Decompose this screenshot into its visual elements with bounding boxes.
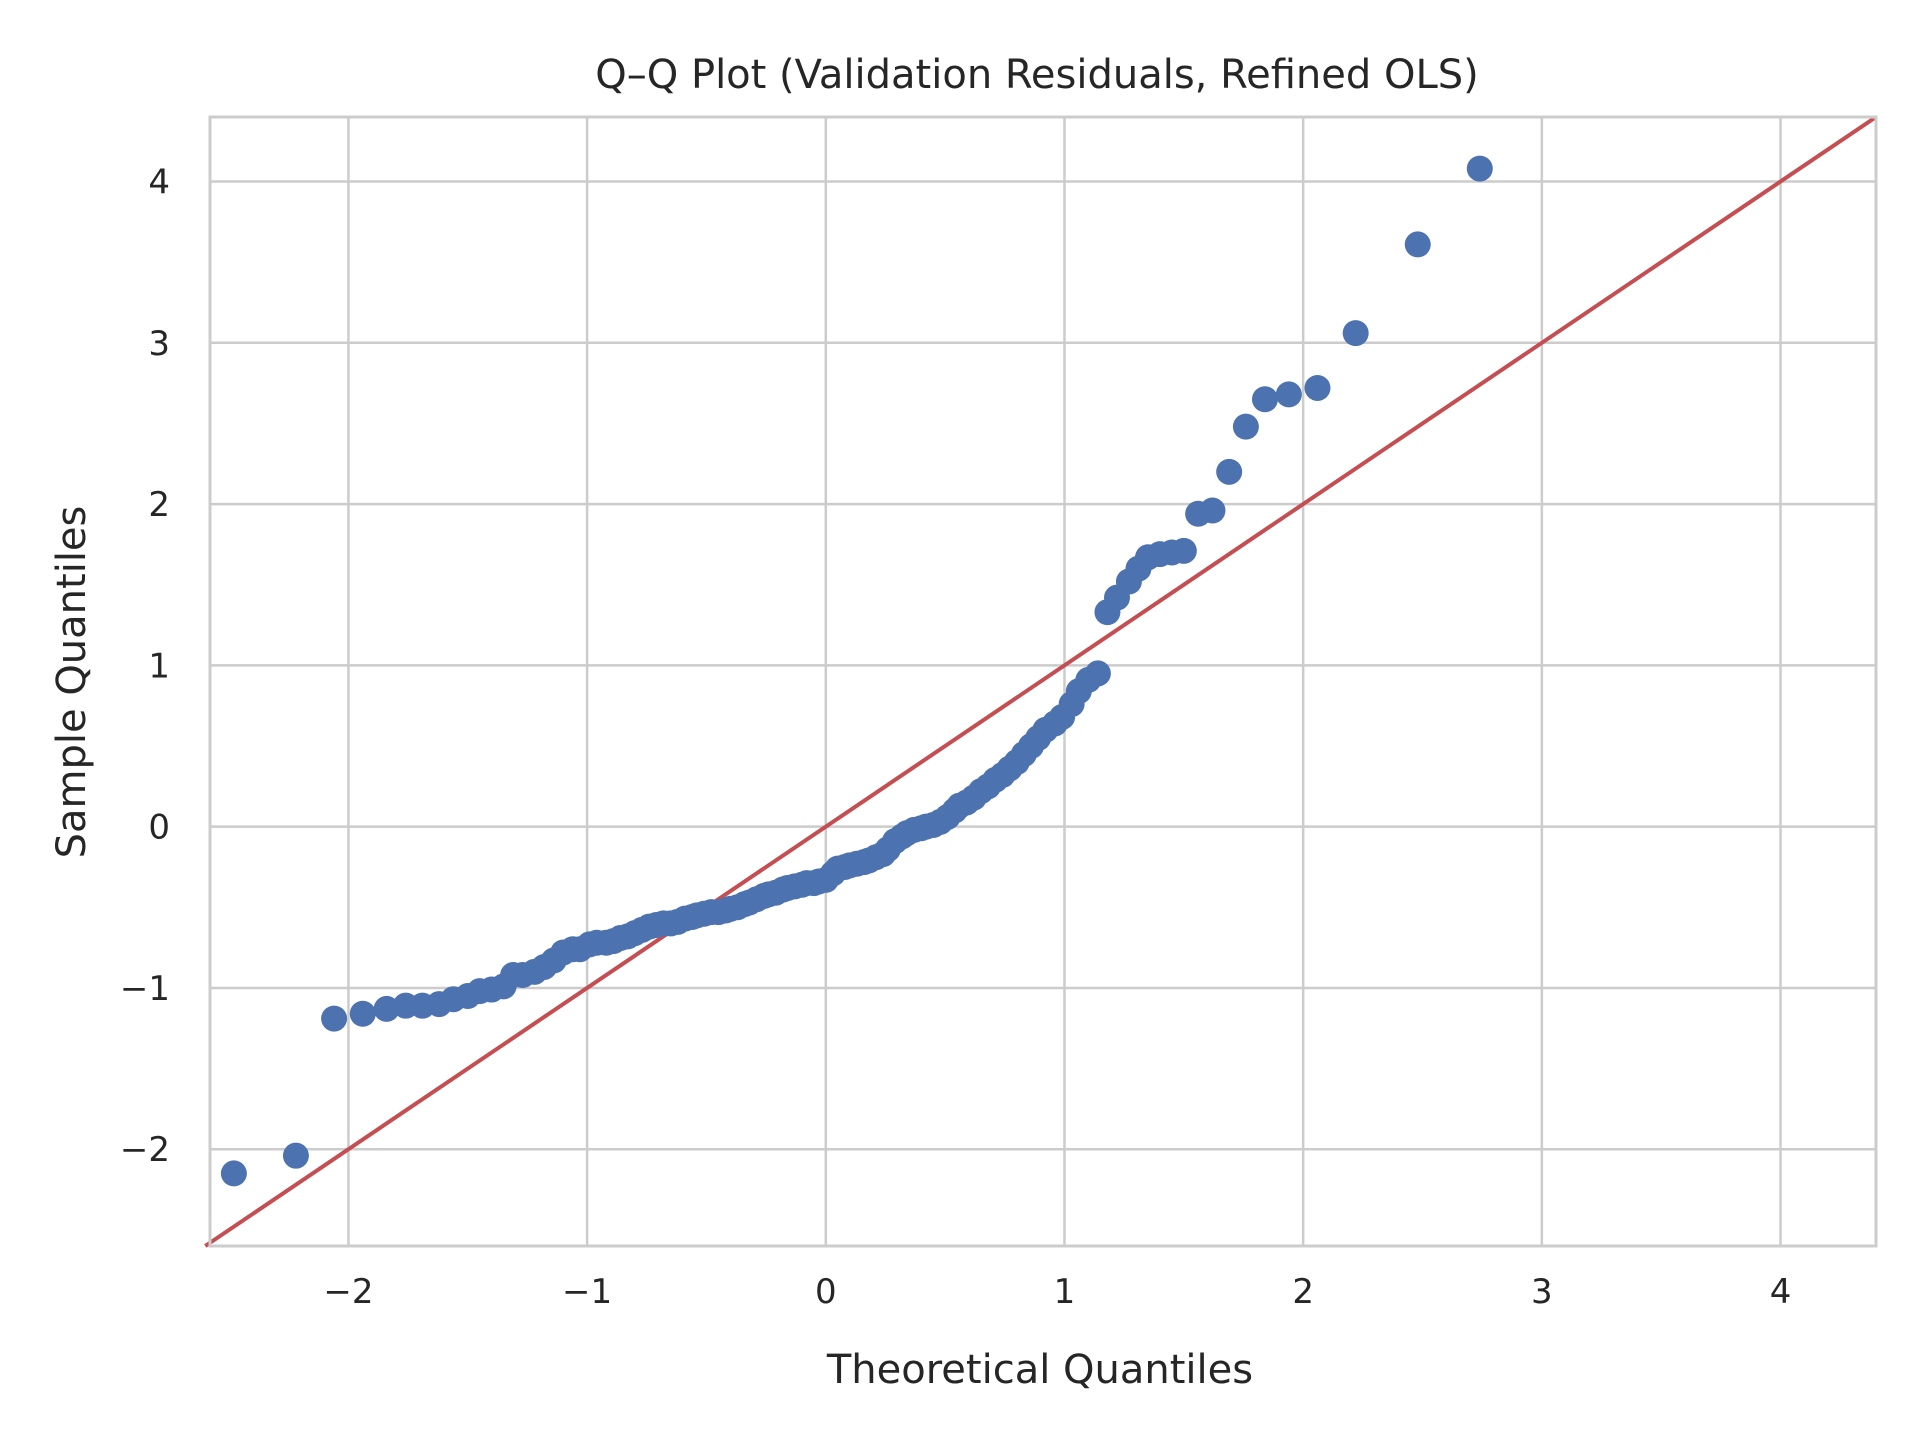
- y-tick-label: 2: [148, 485, 170, 525]
- y-tick-label: −2: [120, 1130, 170, 1170]
- data-point: [1251, 386, 1278, 413]
- y-tick-label: −1: [120, 969, 170, 1009]
- x-tick-label: 0: [815, 1272, 837, 1312]
- x-tick-label: −2: [323, 1272, 373, 1312]
- data-point: [321, 1005, 348, 1032]
- data-point: [373, 995, 400, 1022]
- data-point: [1342, 320, 1369, 347]
- x-tick-label: −1: [562, 1272, 612, 1312]
- data-point: [1216, 458, 1243, 485]
- data-points: [220, 155, 1493, 1187]
- data-point: [1232, 413, 1259, 440]
- data-point: [1199, 497, 1226, 524]
- y-tick-label: 3: [148, 324, 170, 364]
- data-point: [282, 1142, 309, 1169]
- x-tick-labels: −2 −1 0 1 2 3 4: [323, 1272, 1791, 1312]
- chart-title: Q–Q Plot (Validation Residuals, Refined …: [595, 52, 1478, 98]
- y-tick-label: 0: [148, 808, 170, 848]
- x-tick-label: 4: [1770, 1272, 1792, 1312]
- x-tick-label: 3: [1531, 1272, 1553, 1312]
- reference-line-group: [204, 115, 1878, 1248]
- reference-line: [204, 115, 1878, 1248]
- plot-frame: [208, 115, 1878, 1248]
- x-tick-label: 1: [1054, 1272, 1076, 1312]
- y-tick-label: 4: [148, 163, 170, 203]
- data-point: [1466, 155, 1493, 182]
- data-point: [349, 1000, 376, 1027]
- y-axis-label: Sample Quantiles: [49, 506, 95, 859]
- data-point: [1170, 537, 1197, 564]
- data-point: [1404, 231, 1431, 258]
- y-tick-label: 1: [148, 646, 170, 686]
- x-tick-label: 2: [1292, 1272, 1314, 1312]
- data-point: [1084, 660, 1111, 687]
- x-axis-label: Theoretical Quantiles: [826, 1347, 1253, 1393]
- grid-lines: [210, 117, 1876, 1246]
- data-point: [220, 1160, 247, 1187]
- y-tick-labels: −2 −1 0 1 2 3 4: [120, 163, 170, 1171]
- data-point: [1275, 381, 1302, 408]
- data-point: [1304, 374, 1331, 401]
